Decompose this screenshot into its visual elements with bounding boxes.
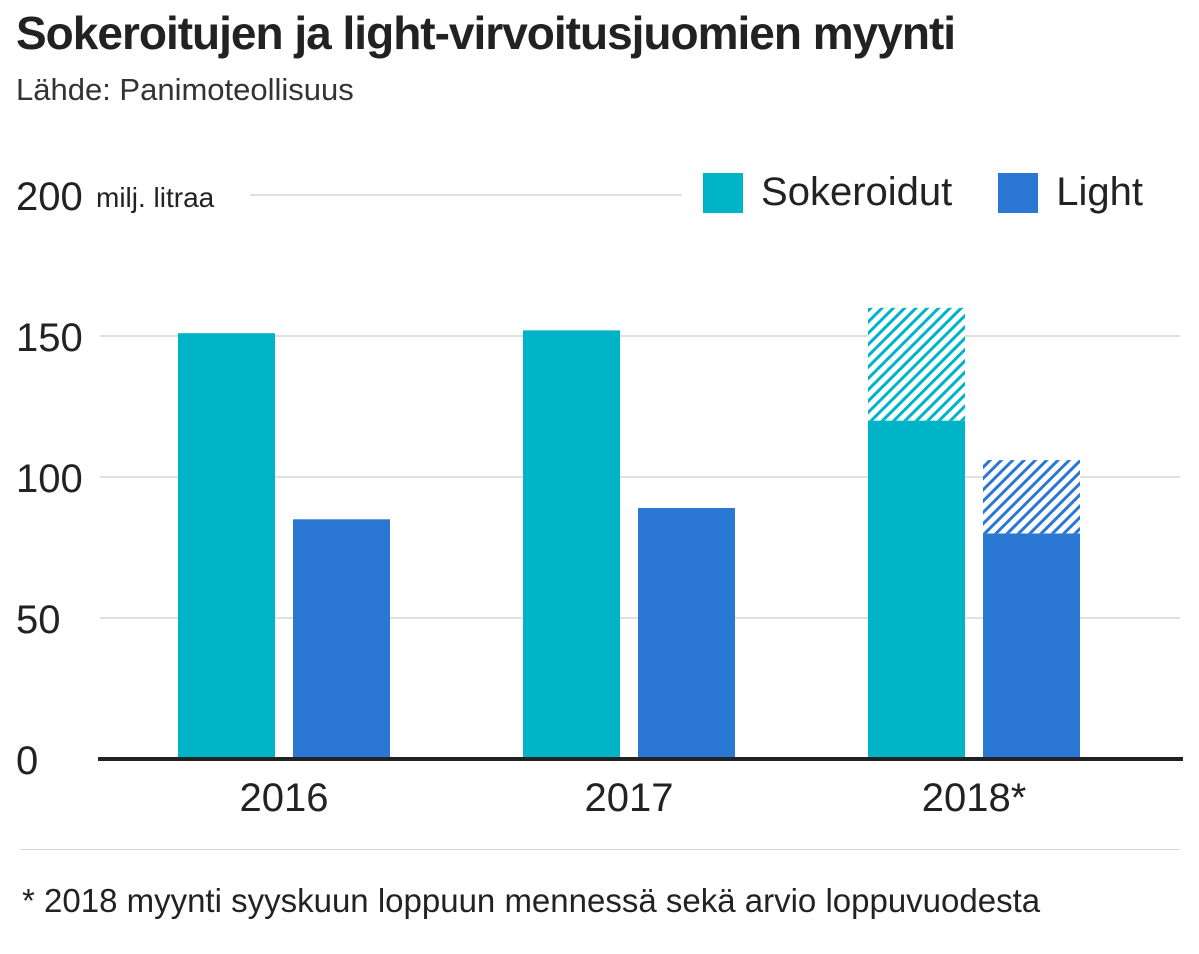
y-tick-label-150: 150 — [16, 316, 83, 360]
y-tick-label-100: 100 — [16, 457, 83, 501]
legend-item-light: Light — [998, 170, 1143, 215]
bar-sokeroidut-2017 — [523, 330, 620, 759]
legend-item-sokeroidut: Sokeroidut — [703, 170, 952, 215]
bar-sokeroidut-2018 — [868, 420, 965, 759]
legend-swatch-sokeroidut — [703, 172, 744, 213]
y-axis-unit-label: milj. litraa — [96, 182, 215, 213]
legend-label-sokeroidut: Sokeroidut — [761, 170, 953, 214]
chart-subtitle: Lähde: Panimoteollisuus — [16, 72, 354, 107]
y-tick-label-0: 0 — [16, 739, 38, 783]
legend: Sokeroidut Light — [703, 170, 1143, 215]
x-tick-label-2017: 2017 — [585, 776, 674, 820]
bar-light-2017 — [638, 508, 735, 759]
footnote: * 2018 myynti syyskuun loppuun mennessä … — [22, 882, 1041, 919]
y-tick-label-200: 200 — [16, 175, 83, 219]
bar-light-2016 — [293, 519, 390, 759]
chart-title: Sokeroitujen ja light-virvoitusjuomien m… — [16, 7, 956, 59]
y-tick-label-50: 50 — [16, 598, 61, 642]
x-tick-label-2018: 2018* — [922, 776, 1027, 820]
bar-estimate-light-2018 — [983, 460, 1080, 534]
legend-label-light: Light — [1056, 170, 1143, 214]
bar-estimate-sokeroidut-2018 — [868, 307, 965, 421]
bar-light-2018 — [983, 533, 1080, 759]
footnote-divider — [20, 849, 1180, 850]
x-tick-label-2016: 2016 — [240, 776, 329, 820]
legend-swatch-light — [998, 172, 1039, 213]
bar-sokeroidut-2016 — [178, 333, 275, 759]
